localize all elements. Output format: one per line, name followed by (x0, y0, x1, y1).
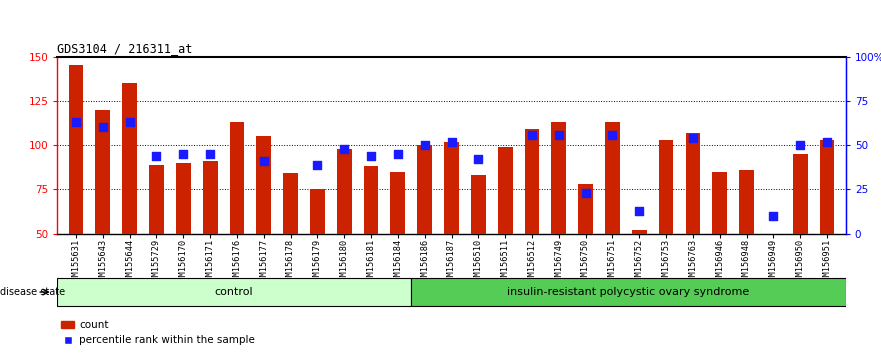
Bar (69, 65, 84, 234)
Point (579, 190, 593, 196)
Bar (659, 140, 673, 234)
Bar (685, 133, 700, 234)
Bar (149, 165, 164, 234)
Point (793, 142, 807, 148)
Point (256, 158, 270, 164)
Bar (471, 175, 485, 234)
Bar (230, 122, 244, 234)
Point (525, 132, 539, 137)
Bar (552, 122, 566, 234)
Bar (605, 122, 620, 234)
Bar (418, 145, 432, 234)
Legend: count, percentile rank within the sample: count, percentile rank within the sample (57, 316, 259, 349)
FancyBboxPatch shape (57, 278, 411, 306)
Bar (498, 147, 513, 234)
Point (471, 156, 485, 162)
Bar (632, 230, 647, 234)
Point (418, 142, 432, 148)
Point (310, 162, 324, 167)
Bar (364, 166, 379, 234)
Point (605, 132, 619, 137)
Point (337, 146, 352, 152)
FancyBboxPatch shape (411, 278, 846, 306)
Point (445, 139, 459, 144)
Point (69, 119, 83, 125)
Point (204, 151, 218, 157)
Bar (203, 161, 218, 234)
Bar (739, 170, 754, 234)
Bar (283, 173, 298, 234)
Point (96, 125, 110, 130)
Bar (390, 172, 405, 234)
Point (122, 119, 137, 125)
Bar (310, 189, 325, 234)
Bar (793, 154, 808, 234)
Bar (256, 136, 271, 234)
Point (552, 132, 566, 137)
Point (176, 151, 190, 157)
Text: GDS3104 / 216311_at: GDS3104 / 216311_at (57, 42, 193, 56)
Text: control: control (215, 287, 254, 297)
Point (364, 153, 378, 159)
Bar (176, 163, 190, 234)
Bar (337, 149, 352, 234)
Bar (819, 140, 834, 234)
Bar (122, 83, 137, 234)
Point (820, 139, 834, 144)
Bar (524, 129, 539, 234)
Bar (578, 184, 593, 234)
Bar (444, 142, 459, 234)
Point (633, 208, 647, 213)
Point (685, 135, 700, 141)
Bar (766, 234, 781, 278)
Text: disease state: disease state (0, 287, 65, 297)
Bar (95, 110, 110, 234)
Text: insulin-resistant polycystic ovary syndrome: insulin-resistant polycystic ovary syndr… (507, 287, 750, 297)
Point (766, 213, 781, 219)
Point (150, 153, 164, 159)
Point (391, 151, 405, 157)
Bar (713, 172, 727, 234)
